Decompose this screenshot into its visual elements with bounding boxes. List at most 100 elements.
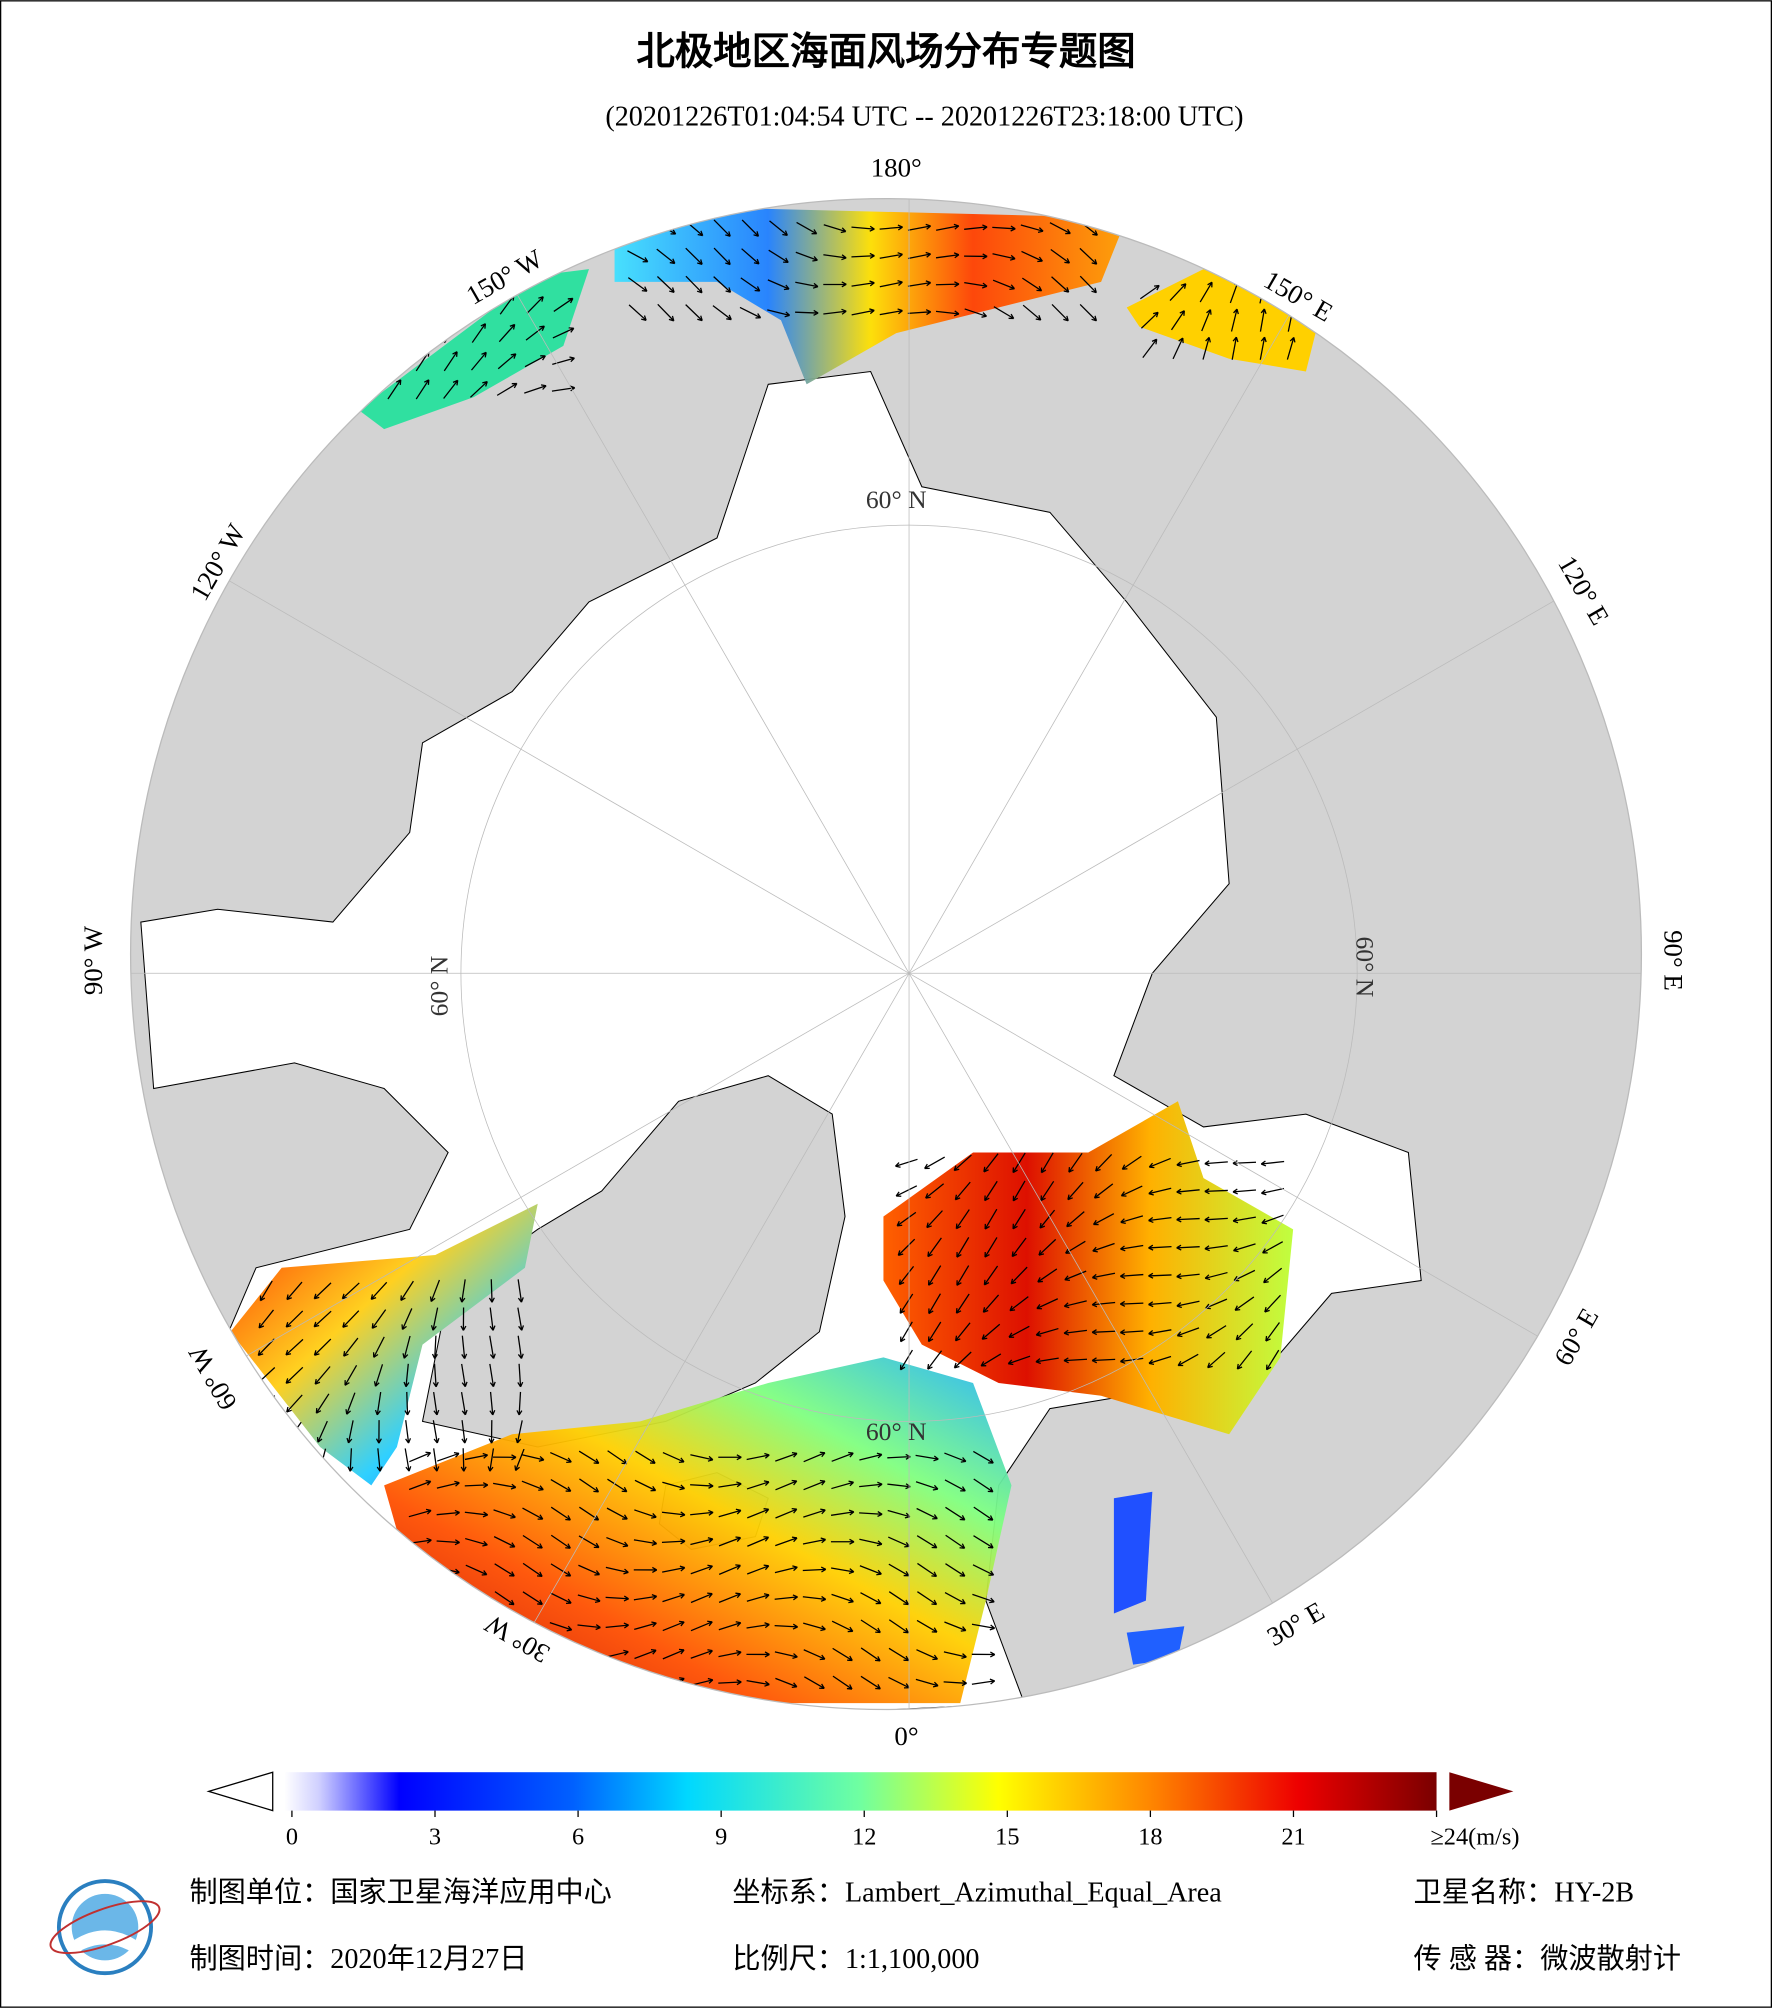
wind-arrow	[662, 1481, 686, 1491]
wind-arrow	[746, 1680, 770, 1687]
colorbar-tick-label: 21	[1281, 1823, 1305, 1850]
wind-arrow	[517, 1363, 524, 1388]
wind-arrow	[775, 1479, 798, 1491]
wind-arrow	[465, 1537, 488, 1547]
wind-arrow	[605, 1649, 629, 1658]
wind-arrow	[372, 1336, 385, 1358]
wind-arrow	[433, 1448, 440, 1472]
wind-field	[883, 1101, 1294, 1435]
wind-arrow	[1092, 1242, 1115, 1253]
wind-arrow	[823, 308, 847, 315]
wind-arrow	[851, 280, 875, 287]
wind-arrow	[436, 1509, 460, 1516]
wind-arrow	[606, 1677, 629, 1688]
wind-arrow	[1177, 1353, 1199, 1367]
wind-arrow	[459, 1279, 466, 1303]
wind-arrow	[832, 1675, 853, 1690]
wind-arrow	[746, 1480, 770, 1490]
wind-arrow	[489, 1335, 496, 1359]
wind-arrow	[634, 1676, 657, 1688]
logo	[49, 1879, 161, 1976]
wind-arrow	[443, 294, 458, 315]
wind-arrow	[924, 1156, 945, 1170]
wind-arrow	[1010, 1266, 1028, 1285]
wind-arrow	[718, 1564, 741, 1575]
wind-arrow	[1009, 1296, 1029, 1312]
wind-arrow	[718, 1454, 742, 1461]
wind-arrow	[656, 248, 676, 265]
wind-arrow	[578, 1535, 600, 1549]
colorbar-tick-label: ≥24(m/s)	[1430, 1823, 1519, 1850]
wind-arrow	[496, 382, 518, 396]
wind-arrow	[469, 380, 488, 398]
wind-arrow	[1120, 1244, 1144, 1252]
wind-arrow	[552, 327, 575, 339]
wind-arrow	[747, 1508, 770, 1519]
wind-arrow	[1148, 1355, 1172, 1365]
wind-arrow	[443, 351, 458, 372]
wind-arrow	[746, 1593, 770, 1602]
wind-arrow	[831, 1593, 854, 1604]
wind-arrow	[956, 1265, 970, 1286]
wind-arrow	[690, 1649, 713, 1659]
wind-arrow	[408, 1621, 432, 1632]
meridian-label: 0°	[894, 1721, 918, 1751]
wind-arrow	[935, 310, 960, 317]
wind-arrow	[1039, 1209, 1056, 1229]
wind-arrow	[1091, 1329, 1116, 1336]
wind-field	[230, 1203, 538, 1486]
wind-arrow	[387, 379, 402, 400]
meridian-label: 60° W	[182, 1340, 243, 1415]
wind-arrow	[579, 1478, 600, 1493]
wind-arrow	[550, 1592, 572, 1605]
wind-arrow	[926, 1210, 943, 1229]
wind-arrow	[347, 1448, 354, 1472]
wind-arrow	[526, 296, 544, 314]
wind-arrow	[464, 1511, 489, 1518]
wind-arrow	[775, 1451, 798, 1462]
wind-arrow	[860, 1647, 881, 1662]
wind-arrow	[945, 1563, 966, 1577]
wind-arrow	[409, 1648, 431, 1661]
wind-arrow	[1139, 284, 1160, 300]
wind-arrow	[550, 1563, 572, 1577]
title: 北极地区海面风场分布专题图	[636, 29, 1135, 74]
wind-arrow	[370, 1281, 388, 1300]
wind-arrow	[514, 1448, 525, 1472]
wind-arrow	[690, 1620, 713, 1632]
wind-arrow	[461, 1363, 468, 1388]
wind-arrow	[972, 1564, 995, 1576]
wind-arrow	[404, 1391, 411, 1416]
wind-arrow	[1148, 1301, 1172, 1308]
colorbar-tick-label: 3	[429, 1823, 441, 1850]
wind-arrow	[662, 1592, 685, 1603]
wind-arrow	[606, 1536, 629, 1548]
wind-arrow	[605, 1622, 629, 1629]
wind-arrow	[803, 1622, 826, 1632]
wind-arrow	[1121, 1155, 1142, 1170]
wind-arrow	[1008, 1325, 1030, 1338]
wind-arrow	[626, 223, 649, 234]
footer-scale: 比例尺：1:1,100,000	[732, 1943, 979, 1975]
wind-arrow	[775, 1507, 798, 1519]
wind-arrow	[1038, 1238, 1057, 1256]
wind-arrow	[498, 323, 516, 343]
wind-arrow	[634, 1509, 657, 1519]
wind-arrow	[460, 1392, 468, 1416]
wind-arrow	[954, 1322, 971, 1342]
wind-arrow	[796, 221, 818, 235]
wind-arrow	[633, 1593, 658, 1601]
wind-arrow	[993, 306, 1015, 320]
wind-arrow	[662, 1648, 685, 1660]
wind-arrow	[409, 1451, 432, 1463]
wind-arrow	[746, 1651, 770, 1658]
wind-arrow	[1067, 1181, 1084, 1201]
wind-arrow	[690, 1482, 714, 1489]
wind-arrow	[690, 1564, 713, 1575]
wind-arrow	[1120, 1185, 1143, 1197]
wind-arrow	[1232, 1188, 1257, 1195]
wind-arrow	[288, 1449, 301, 1471]
wind-arrow	[577, 1624, 601, 1631]
wind-arrow	[633, 1539, 658, 1546]
